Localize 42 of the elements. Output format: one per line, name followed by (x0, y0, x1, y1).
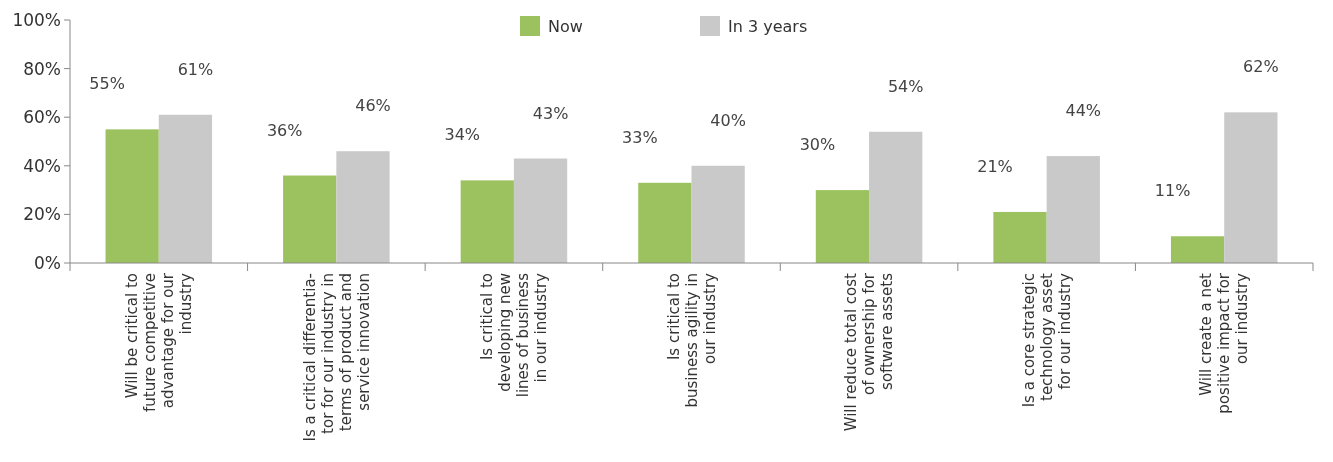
x-tick-label: Is critical to developing new lines of business in our industry (478, 272, 551, 398)
legend-label: Now (548, 16, 583, 36)
x-tick-label: Will create a net positive impact for our industry (1197, 272, 1252, 414)
data-label: 11% (1154, 181, 1191, 201)
x-tick-label: Is a core strategic technology asset for our industry (1019, 272, 1074, 408)
x-tick-label: Will reduce total cost of ownership for software assets (842, 272, 897, 432)
data-label: 34% (444, 125, 481, 145)
bar (869, 131, 923, 263)
data-label: 55% (89, 74, 125, 94)
data-label: 33% (622, 127, 658, 147)
bar (336, 151, 390, 263)
bar (993, 211, 1047, 263)
y-tick-label: 100% (12, 9, 61, 30)
x-tick-label: Will be critical to future competitive advantage for our industry (123, 272, 196, 412)
bar (691, 165, 745, 263)
bar (1170, 236, 1225, 263)
y-tick-label: 40% (23, 155, 61, 176)
data-label: 46% (355, 96, 391, 116)
bar (1224, 112, 1278, 263)
data-label: 36% (266, 120, 303, 140)
data-label: 62% (1243, 57, 1279, 77)
data-label: 54% (887, 76, 924, 96)
bar (638, 182, 692, 263)
data-label: 40% (710, 110, 746, 130)
bar (815, 190, 870, 263)
y-tick-label: 0% (34, 252, 61, 273)
bar (513, 158, 568, 263)
data-label: 43% (532, 103, 569, 123)
data-label: 21% (977, 156, 1013, 176)
data-label: 30% (799, 135, 836, 155)
bar (1046, 156, 1100, 263)
data-label: 44% (1065, 101, 1102, 121)
data-label: 61% (177, 59, 214, 79)
y-tick-label: 60% (23, 107, 61, 128)
legend-label: In 3 years (728, 16, 808, 36)
bar (283, 175, 337, 263)
y-tick-label: 80% (23, 58, 61, 79)
y-tick-label: 20% (23, 204, 61, 225)
x-tick-label: Is critical to business agility in our industry (664, 272, 719, 408)
bar (105, 129, 159, 263)
bar (460, 180, 514, 263)
bar (158, 114, 213, 263)
